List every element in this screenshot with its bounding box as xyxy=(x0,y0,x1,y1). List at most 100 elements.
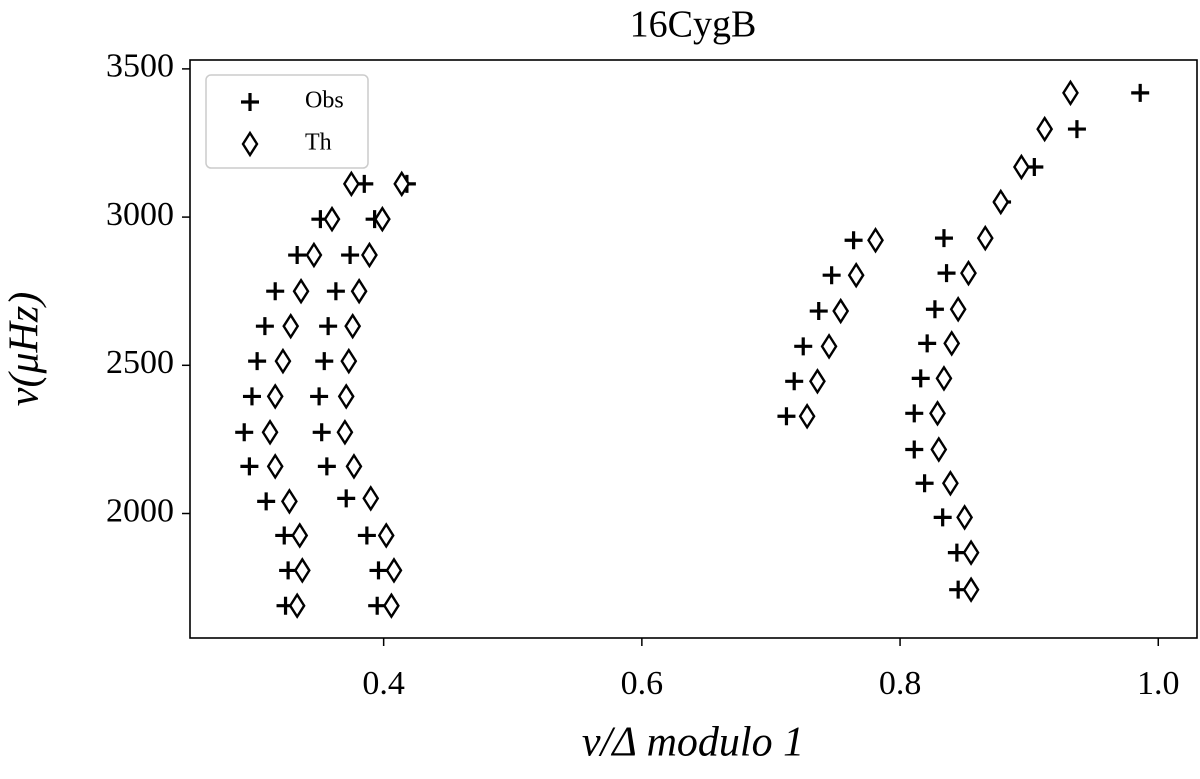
data-point xyxy=(288,592,306,619)
y-tick-label: 2500 xyxy=(106,344,174,381)
data-point xyxy=(337,489,356,508)
data-point xyxy=(393,170,411,198)
legend-box xyxy=(205,74,369,169)
data-point xyxy=(350,277,368,305)
plot-frame xyxy=(189,59,1198,639)
data-point xyxy=(976,224,994,252)
data-point xyxy=(962,576,980,603)
data-point xyxy=(282,312,300,340)
x-axis-label: ν/Δ modulo 1 xyxy=(582,720,804,766)
data-point xyxy=(832,297,850,325)
data-point xyxy=(266,282,285,301)
data-point xyxy=(361,241,378,269)
legend-label: Th xyxy=(305,130,332,156)
data-point xyxy=(310,387,329,406)
data-point xyxy=(956,504,974,531)
data-point xyxy=(960,259,977,287)
data-point xyxy=(340,347,358,375)
data-point xyxy=(257,492,276,511)
legend xyxy=(205,74,369,169)
data-point xyxy=(319,317,338,336)
data-point xyxy=(315,352,334,371)
y-axis-label: ν(μHz) xyxy=(2,292,48,406)
data-point xyxy=(847,261,865,289)
x-tick-label: 0.4 xyxy=(362,665,405,702)
data-point xyxy=(261,419,279,446)
data-point xyxy=(305,241,323,269)
data-point xyxy=(317,457,336,476)
data-point xyxy=(1036,115,1054,143)
data-point xyxy=(935,365,953,392)
data-point xyxy=(336,419,354,446)
data-point xyxy=(385,557,403,584)
data-point xyxy=(291,522,309,549)
data-point xyxy=(962,539,980,566)
data-point xyxy=(312,423,331,442)
data-point xyxy=(918,334,937,353)
data-point xyxy=(382,592,400,619)
data-point xyxy=(341,246,360,265)
data-point xyxy=(1062,79,1079,107)
data-point xyxy=(326,282,345,301)
data-point xyxy=(293,557,311,584)
data-point xyxy=(344,312,362,340)
data-point xyxy=(266,453,284,480)
data-point xyxy=(274,347,292,375)
data-point xyxy=(949,296,967,323)
data-point xyxy=(809,368,826,395)
data-point xyxy=(240,457,259,476)
data-point xyxy=(925,300,944,319)
legend-label: Obs xyxy=(305,88,344,114)
data-point xyxy=(1067,120,1086,139)
chart-title: 16CygB xyxy=(630,4,757,46)
x-tick-label: 0.8 xyxy=(879,665,922,702)
data-point xyxy=(255,317,274,336)
y-tick-label: 3500 xyxy=(106,48,174,85)
data-point xyxy=(292,277,310,305)
y-tick-label: 3000 xyxy=(106,196,174,233)
data-point xyxy=(357,526,376,545)
data-point xyxy=(337,383,355,410)
data-point xyxy=(362,485,380,512)
data-point xyxy=(915,474,934,493)
data-point xyxy=(911,369,930,388)
data-point xyxy=(867,226,884,254)
data-point xyxy=(1012,153,1030,181)
data-point xyxy=(798,403,816,430)
data-point xyxy=(342,170,360,198)
data-point xyxy=(934,229,953,248)
x-tick-label: 0.6 xyxy=(621,665,664,702)
data-point xyxy=(930,436,948,463)
data-point xyxy=(844,231,863,250)
data-point xyxy=(937,264,956,283)
data-point xyxy=(280,488,298,515)
data-point xyxy=(242,387,261,406)
data-point xyxy=(323,205,341,233)
data-point xyxy=(369,561,388,580)
data-point xyxy=(235,423,254,442)
legend-marker xyxy=(241,93,259,111)
data-point xyxy=(373,205,391,233)
data-point xyxy=(929,400,946,427)
data-point xyxy=(794,337,813,356)
data-point xyxy=(275,526,294,545)
data-point xyxy=(941,470,959,497)
data-point xyxy=(992,188,1010,216)
data-point xyxy=(777,407,796,426)
data-point xyxy=(1131,83,1150,102)
data-point xyxy=(248,352,267,371)
data-point xyxy=(288,246,307,265)
legend-marker xyxy=(241,130,259,158)
y-tick-label: 2000 xyxy=(106,492,174,529)
data-point xyxy=(345,453,363,480)
data-point xyxy=(377,522,395,549)
data-point xyxy=(822,266,841,285)
data-point xyxy=(785,372,804,391)
data-point xyxy=(933,508,952,527)
data-point xyxy=(266,383,284,410)
data-point xyxy=(820,333,838,360)
data-point xyxy=(943,330,961,357)
data-point xyxy=(905,440,924,459)
data-point xyxy=(905,404,924,423)
